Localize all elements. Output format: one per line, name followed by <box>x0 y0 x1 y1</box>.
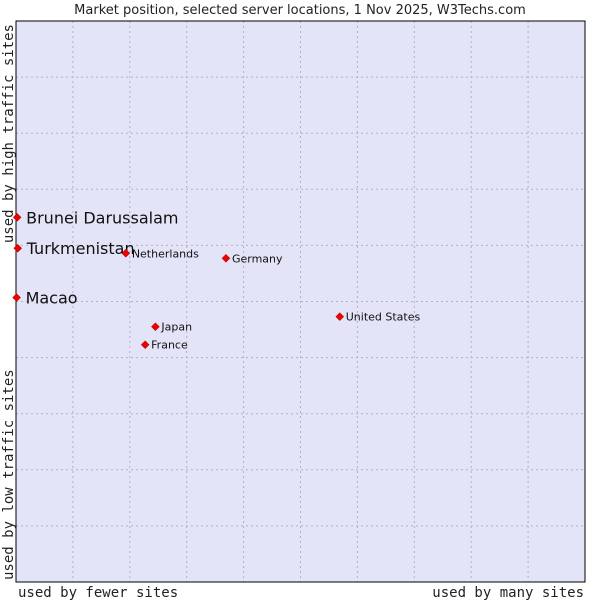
point-marker <box>13 243 23 253</box>
point-netherlands: Netherlands <box>121 247 199 260</box>
x-axis-label-left: used by fewer sites <box>18 585 178 600</box>
point-france: France <box>140 339 188 352</box>
x-axis-label-right: used by many sites <box>432 585 584 600</box>
point-label: Turkmenistan <box>26 239 135 258</box>
point-label: United States <box>346 311 421 324</box>
point-marker <box>12 293 21 302</box>
point-marker <box>221 253 231 263</box>
data-points: Brunei Darussalam Turkmenistan Macao Nether… <box>12 208 421 352</box>
point-label: Netherlands <box>132 247 199 260</box>
point-united-states: United States <box>335 311 421 324</box>
point-marker <box>140 340 150 350</box>
point-japan: Japan <box>151 321 192 334</box>
y-axis-label-bottom: used by low traffic sites <box>1 369 17 580</box>
point-macao: Macao <box>12 289 78 308</box>
point-marker <box>335 312 345 322</box>
plot-frame <box>15 20 586 583</box>
grid-lines <box>16 21 585 582</box>
chart-title: Market position, selected server locatio… <box>74 3 526 18</box>
point-marker <box>151 322 160 332</box>
point-label: Germany <box>232 252 283 265</box>
point-label: Brunei Darussalam <box>26 208 178 227</box>
point-label: Japan <box>160 321 192 334</box>
y-axis-label-top: used by high traffic sites <box>1 24 17 243</box>
point-marker <box>121 248 131 258</box>
point-brunei-darussalam: Brunei Darussalam <box>12 208 179 227</box>
point-turkmenistan: Turkmenistan <box>13 239 135 258</box>
point-marker <box>12 212 22 222</box>
point-label: Macao <box>26 289 78 308</box>
point-germany: Germany <box>221 252 283 265</box>
point-label: France <box>151 339 188 352</box>
